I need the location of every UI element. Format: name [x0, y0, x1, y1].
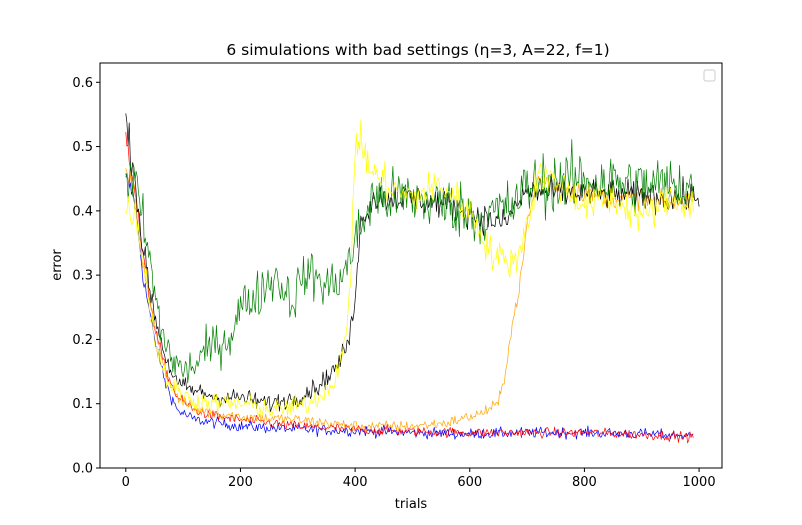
- series-line: [125, 173, 694, 440]
- series-line: [125, 113, 700, 412]
- y-axis: 0.0 0.1 0.2 0.3 0.4 0.5 0.6: [72, 76, 100, 477]
- series-layer: [125, 113, 700, 444]
- plot-frame: [99, 62, 723, 469]
- y-tick-label: 0.3: [72, 269, 93, 284]
- y-tick-label: 0.6: [72, 76, 93, 91]
- series-line: [125, 139, 694, 384]
- x-tick-label: 400: [343, 475, 368, 490]
- x-axis: 0 200 400 600 800 1000: [122, 468, 716, 490]
- x-tick-label: 1000: [683, 475, 716, 490]
- y-axis-label: error: [50, 249, 65, 281]
- x-axis-label: trials: [395, 497, 428, 512]
- x-tick-label: 800: [572, 475, 597, 490]
- y-tick-label: 0.1: [72, 397, 93, 412]
- y-tick-label: 0.2: [72, 333, 93, 348]
- y-tick-label: 0.0: [72, 462, 93, 477]
- y-tick-label: 0.4: [72, 204, 93, 219]
- legend-box: [703, 69, 716, 82]
- x-tick-label: 200: [228, 475, 253, 490]
- x-tick-label: 600: [457, 475, 482, 490]
- series-line: [125, 168, 694, 432]
- series-line: [125, 119, 694, 417]
- chart-title: 6 simulations with bad settings (η=3, A=…: [226, 41, 609, 59]
- x-tick-label: 0: [122, 475, 130, 490]
- y-tick-label: 0.5: [72, 140, 93, 155]
